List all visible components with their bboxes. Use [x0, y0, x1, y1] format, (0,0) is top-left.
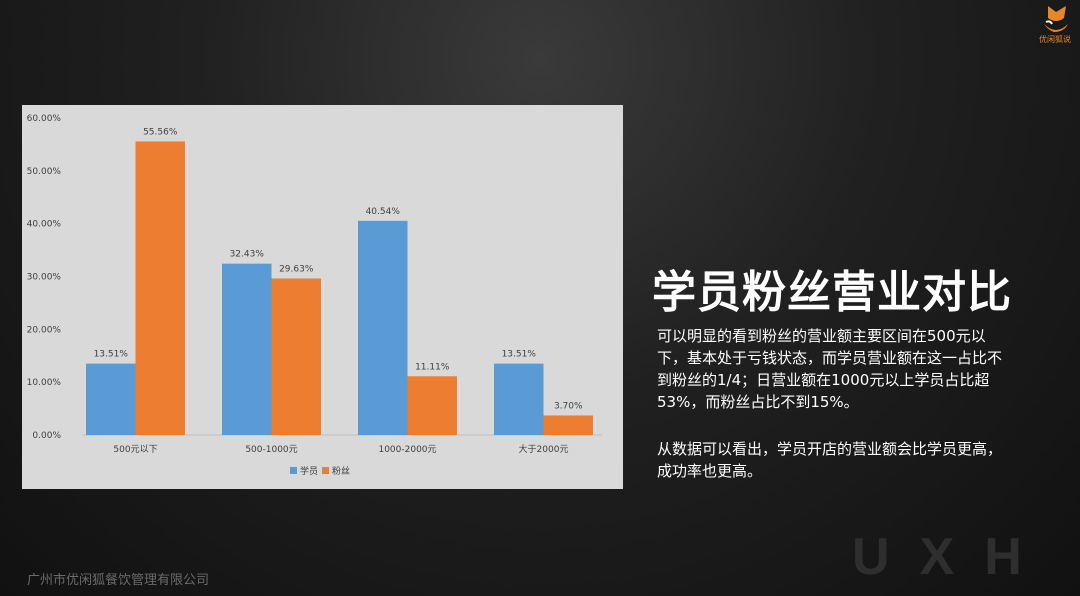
data-label: 29.63%	[279, 264, 314, 274]
conclusion-paragraph: 从数据可以看出，学员开店的营业额会比学员更高，成功率也更高。	[657, 440, 1003, 480]
x-tick-label: 500-1000元	[245, 445, 297, 455]
data-label: 13.51%	[502, 350, 537, 360]
fox-logo-icon	[1044, 6, 1068, 32]
bar-xueyuan	[222, 263, 272, 435]
y-tick-label: 10.00%	[27, 378, 62, 388]
y-tick-label: 50.00%	[27, 167, 62, 177]
chart-svg: 0.00% 10.00% 20.00% 30.00% 40.00% 50.00% 60.00…	[27, 114, 602, 477]
y-tick-label: 30.00%	[27, 273, 62, 283]
bar-fensi	[135, 141, 185, 435]
legend-label: 粉丝	[332, 465, 350, 477]
legend-swatch	[290, 467, 297, 474]
bar-xueyuan	[86, 363, 136, 435]
y-tick-label: 40.00%	[27, 220, 62, 230]
slide-title: 学员粉丝营业对比	[652, 267, 1012, 318]
bar-xueyuan	[494, 363, 544, 435]
data-label: 32.43%	[230, 250, 265, 260]
bar-fensi	[407, 376, 457, 435]
y-tick-label: 20.00%	[27, 325, 62, 335]
y-tick-label: 60.00%	[27, 114, 62, 124]
y-tick-label: 0.00%	[32, 431, 61, 441]
data-label: 3.70%	[554, 401, 583, 411]
bar-chart: 0.00% 10.00% 20.00% 30.00% 40.00% 50.00% 60.00…	[22, 105, 623, 489]
x-tick-label: 500元以下	[113, 445, 157, 455]
legend-label: 学员	[300, 465, 318, 477]
legend-swatch	[322, 467, 329, 474]
watermark: UXH	[852, 528, 1052, 586]
bar-fensi	[543, 415, 593, 435]
data-label: 55.56%	[143, 127, 178, 137]
bar-fensi	[271, 278, 321, 435]
bar-xueyuan	[358, 220, 408, 435]
company-footer: 广州市优闲狐餐饮管理有限公司	[27, 573, 210, 588]
x-tick-label: 大于2000元	[519, 443, 569, 455]
x-tick-label: 1000-2000元	[378, 445, 436, 455]
description-paragraph: 可以明显的看到粉丝的营业额主要区间在500元以下，基本处于亏钱状态，而学员营业额…	[657, 327, 1003, 411]
data-label: 11.11%	[415, 362, 450, 372]
data-label: 40.54%	[366, 207, 401, 217]
logo-text: 优闲狐说	[1039, 35, 1071, 44]
data-label: 13.51%	[94, 350, 129, 360]
